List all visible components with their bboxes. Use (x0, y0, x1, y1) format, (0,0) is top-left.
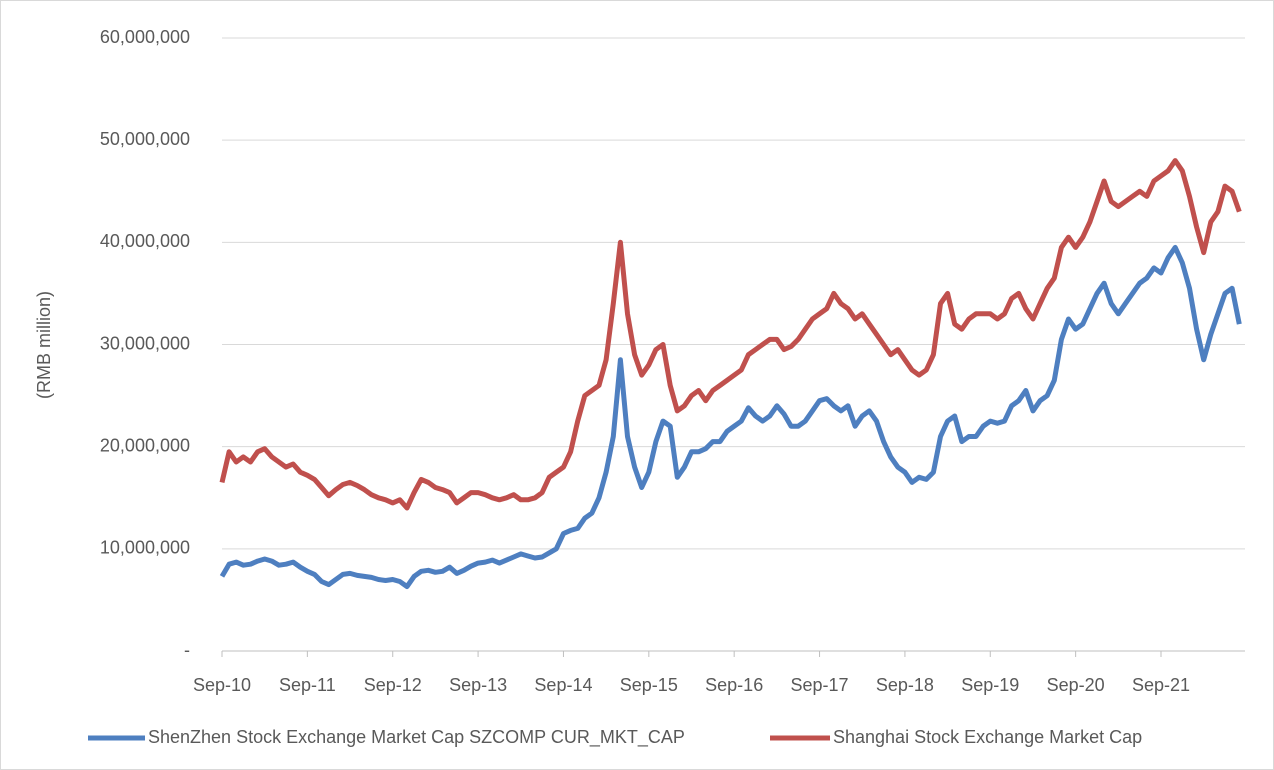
y-tick-label: 20,000,000 (100, 435, 190, 455)
x-tick-label: Sep-20 (1047, 675, 1105, 695)
y-tick-label: 60,000,000 (100, 27, 190, 47)
x-tick-label: Sep-14 (534, 675, 592, 695)
legend-label: ShenZhen Stock Exchange Market Cap SZCOM… (148, 727, 685, 748)
x-tick-label: Sep-21 (1132, 675, 1190, 695)
y-tick-label: 30,000,000 (100, 333, 190, 353)
x-tick-label: Sep-16 (705, 675, 763, 695)
x-tick-label: Sep-13 (449, 675, 507, 695)
x-tick-label: Sep-10 (193, 675, 251, 695)
series-line (219, 244, 1242, 590)
x-tick-label: Sep-18 (876, 675, 934, 695)
y-tick-label: 50,000,000 (100, 129, 190, 149)
series-line (219, 158, 1242, 511)
y-tick-label: - (184, 640, 190, 660)
y-tick-label: 10,000,000 (100, 538, 190, 558)
x-tick-label: Sep-11 (279, 675, 336, 695)
x-tick-label: Sep-19 (961, 675, 1019, 695)
x-tick-label: Sep-12 (364, 675, 422, 695)
y-axis-label: (RMB million) (34, 291, 54, 399)
y-tick-label: 40,000,000 (100, 231, 190, 251)
x-tick-label: Sep-17 (791, 675, 849, 695)
x-tick-label: Sep-15 (620, 675, 678, 695)
legend-label: Shanghai Stock Exchange Market Cap (833, 727, 1142, 747)
